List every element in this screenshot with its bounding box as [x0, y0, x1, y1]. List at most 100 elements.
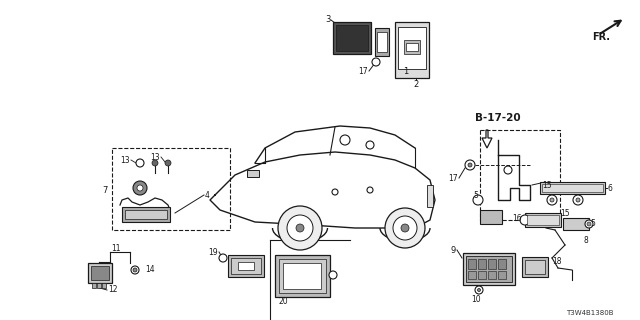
Text: 3: 3	[326, 14, 331, 23]
Bar	[427, 185, 433, 207]
Circle shape	[131, 266, 139, 274]
Bar	[540, 182, 605, 194]
Text: 6: 6	[607, 183, 612, 193]
Bar	[463, 253, 515, 285]
Circle shape	[576, 198, 580, 202]
Circle shape	[393, 216, 417, 240]
Text: 1: 1	[403, 67, 408, 76]
Bar	[125, 210, 167, 219]
Bar	[478, 259, 486, 269]
Bar	[122, 207, 170, 222]
Bar	[406, 43, 418, 51]
Text: 7: 7	[102, 186, 108, 195]
Circle shape	[585, 220, 593, 228]
Bar	[247, 170, 259, 177]
Circle shape	[385, 208, 425, 248]
Bar	[480, 130, 560, 220]
Circle shape	[136, 159, 144, 167]
Circle shape	[340, 135, 350, 145]
Bar	[97, 283, 101, 288]
Bar	[377, 32, 387, 52]
Circle shape	[587, 222, 591, 226]
Bar	[375, 28, 389, 56]
Bar	[542, 184, 603, 192]
Bar	[488, 259, 496, 269]
Bar	[488, 271, 496, 279]
Text: 15: 15	[560, 209, 570, 218]
Bar	[480, 210, 502, 224]
Text: 5: 5	[473, 190, 478, 199]
Bar	[478, 271, 486, 279]
Text: 12: 12	[108, 285, 118, 294]
Bar	[522, 257, 548, 277]
Text: 13: 13	[150, 153, 160, 162]
Bar	[88, 263, 112, 283]
Bar	[238, 262, 254, 270]
Circle shape	[367, 187, 373, 193]
Bar	[563, 218, 589, 230]
Bar	[92, 283, 96, 288]
Text: 10: 10	[471, 294, 481, 303]
Polygon shape	[482, 130, 492, 148]
Bar	[468, 271, 476, 279]
Circle shape	[329, 271, 337, 279]
Circle shape	[137, 185, 143, 191]
Circle shape	[573, 195, 583, 205]
Bar	[498, 259, 506, 269]
Circle shape	[465, 160, 475, 170]
Text: 13: 13	[120, 156, 130, 164]
Text: 17: 17	[358, 67, 368, 76]
Circle shape	[133, 268, 137, 272]
Circle shape	[477, 289, 481, 292]
Circle shape	[287, 215, 313, 241]
Circle shape	[219, 254, 227, 262]
Bar	[275, 255, 330, 297]
Bar	[525, 260, 545, 274]
Circle shape	[547, 195, 557, 205]
Circle shape	[332, 189, 338, 195]
Bar	[398, 27, 426, 69]
Text: 19: 19	[209, 247, 218, 257]
Circle shape	[133, 181, 147, 195]
Text: 9: 9	[451, 245, 456, 254]
Text: 8: 8	[583, 236, 588, 244]
Bar	[404, 40, 420, 54]
Bar	[333, 22, 371, 54]
Circle shape	[504, 166, 512, 174]
Text: B-17-20: B-17-20	[475, 113, 520, 123]
Bar	[525, 213, 561, 227]
Circle shape	[165, 160, 171, 166]
Bar	[283, 263, 321, 289]
Bar	[336, 25, 368, 51]
Text: 18: 18	[552, 258, 561, 267]
Text: 4: 4	[205, 190, 210, 199]
Circle shape	[296, 224, 304, 232]
Text: 11: 11	[111, 244, 121, 252]
Text: FR.: FR.	[592, 32, 610, 42]
Circle shape	[550, 198, 554, 202]
Circle shape	[473, 195, 483, 205]
Bar	[466, 256, 512, 282]
Text: 14: 14	[145, 266, 155, 275]
Bar	[91, 266, 109, 280]
Text: 5: 5	[590, 219, 595, 228]
Circle shape	[475, 286, 483, 294]
Circle shape	[366, 141, 374, 149]
Text: 15: 15	[542, 180, 552, 189]
Text: 16: 16	[513, 213, 522, 222]
Text: 20: 20	[278, 298, 288, 307]
Circle shape	[278, 206, 322, 250]
Bar	[498, 271, 506, 279]
Text: T3W4B1380B: T3W4B1380B	[566, 310, 614, 316]
Bar	[112, 148, 230, 230]
Bar	[231, 258, 261, 274]
Bar	[527, 215, 559, 225]
Circle shape	[520, 215, 530, 225]
Circle shape	[401, 224, 409, 232]
Circle shape	[372, 58, 380, 66]
Bar	[468, 259, 476, 269]
Bar	[102, 283, 106, 288]
Text: 2: 2	[413, 79, 419, 89]
Text: 17: 17	[449, 173, 458, 182]
Bar	[395, 22, 429, 78]
